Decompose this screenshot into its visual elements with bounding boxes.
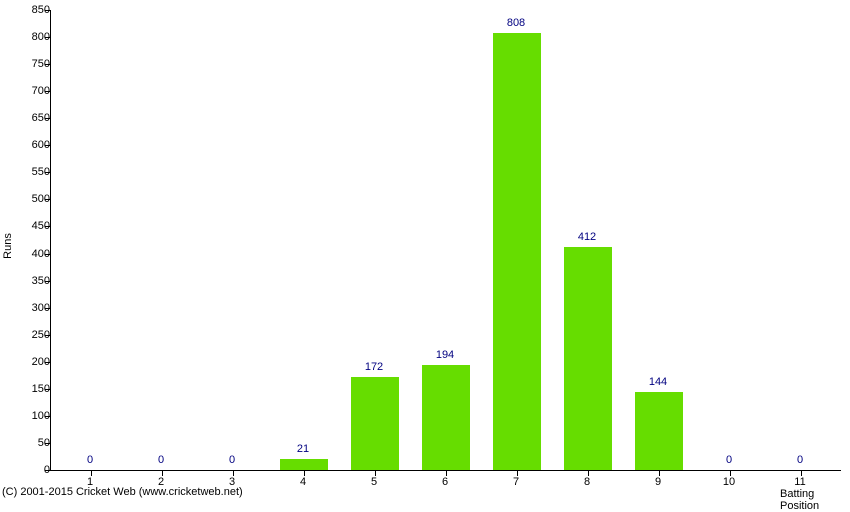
- y-tick-label: 50: [10, 437, 50, 449]
- y-tick-label: 200: [10, 356, 50, 368]
- y-tick-label: 300: [10, 302, 50, 314]
- y-tick-label: 250: [10, 329, 50, 341]
- x-tick-label: 9: [655, 476, 661, 488]
- copyright-text: (C) 2001-2015 Cricket Web (www.cricketwe…: [2, 486, 243, 498]
- x-tick-label: 11: [794, 476, 805, 488]
- plot-area: [50, 10, 841, 471]
- x-tick-label: 2: [158, 476, 164, 488]
- y-tick-label: 650: [10, 112, 50, 124]
- x-tick-label: 7: [513, 476, 519, 488]
- bar-value-label: 0: [797, 454, 803, 466]
- bar-value-label: 412: [578, 231, 596, 243]
- y-tick-label: 450: [10, 220, 50, 232]
- x-tick-label: 6: [442, 476, 448, 488]
- y-tick-label: 800: [10, 31, 50, 43]
- y-tick-label: 750: [10, 58, 50, 70]
- bar-value-label: 21: [297, 443, 309, 455]
- bar: [422, 365, 470, 470]
- bar: [635, 392, 683, 470]
- bar-value-label: 808: [507, 17, 525, 29]
- y-tick-label: 150: [10, 383, 50, 395]
- y-tick-label: 350: [10, 275, 50, 287]
- x-tick-label: 4: [300, 476, 306, 488]
- bar: [280, 459, 328, 470]
- x-tick-label: 10: [723, 476, 735, 488]
- bar-value-label: 144: [649, 376, 667, 388]
- y-tick-label: 400: [10, 248, 50, 260]
- bar-value-label: 172: [365, 361, 383, 373]
- bar-value-label: 0: [229, 454, 235, 466]
- x-tick-label: 1: [87, 476, 93, 488]
- bar-value-label: 194: [436, 349, 454, 361]
- chart-container: Runs Batting Position (C) 2001-2015 Cric…: [0, 0, 850, 500]
- x-tick-label: 8: [584, 476, 590, 488]
- y-tick-label: 100: [10, 410, 50, 422]
- y-tick-label: 500: [10, 193, 50, 205]
- bar-value-label: 0: [726, 454, 732, 466]
- y-tick-label: 600: [10, 139, 50, 151]
- bar-value-label: 0: [87, 454, 93, 466]
- x-tick-label: 3: [229, 476, 235, 488]
- y-tick-label: 850: [10, 4, 50, 16]
- bar-value-label: 0: [158, 454, 164, 466]
- bar: [493, 33, 541, 470]
- bar: [564, 247, 612, 470]
- y-tick-label: 0: [10, 464, 50, 476]
- x-axis-title: Batting Position: [780, 488, 850, 512]
- y-tick-label: 700: [10, 85, 50, 97]
- y-tick-label: 550: [10, 166, 50, 178]
- x-tick-label: 5: [371, 476, 377, 488]
- bar: [351, 377, 399, 470]
